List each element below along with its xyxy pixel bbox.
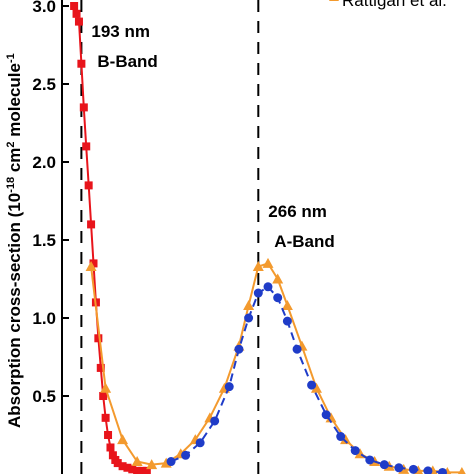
data-point-triangle: [457, 466, 466, 474]
data-point-square: [133, 466, 142, 474]
series-square: [70, 2, 151, 474]
data-point-square: [72, 9, 81, 18]
y-tick-label: 1.5: [32, 231, 56, 250]
annotation-band: B-Band: [97, 52, 157, 71]
data-point-triangle: [272, 273, 284, 284]
y-tick-label: 3.0: [32, 0, 56, 16]
series-triangle: [85, 257, 466, 474]
y-axis-label-exp: -18: [5, 177, 17, 193]
data-point-square: [94, 334, 103, 343]
data-point-square: [82, 142, 91, 151]
data-point-square: [74, 17, 83, 26]
data-point-circle: [394, 463, 404, 473]
data-point-square: [70, 2, 79, 10]
data-point-triangle: [340, 434, 352, 445]
data-point-square: [128, 465, 137, 474]
series-layer: [70, 2, 466, 474]
data-point-square: [142, 466, 151, 474]
data-point-triangle: [310, 382, 322, 393]
data-point-circle: [336, 432, 346, 442]
y-axis-label-exp2: 2: [5, 141, 17, 147]
data-point-triangle: [117, 434, 129, 445]
data-point-circle: [253, 288, 263, 298]
data-point-circle: [292, 344, 302, 354]
data-point-triangle: [262, 257, 274, 268]
data-point-square: [113, 459, 122, 468]
y-tick-label: 0.5: [32, 387, 56, 406]
data-point-circle: [210, 416, 220, 426]
data-point-triangle: [85, 261, 97, 272]
data-point-square: [123, 463, 132, 472]
data-point-triangle: [100, 382, 112, 393]
annotation-wavelength: 266 nm: [268, 202, 327, 221]
data-point-circle: [350, 446, 360, 456]
data-point-circle: [307, 380, 317, 390]
annotations: 193 nm B-Band 266 nm A-Band: [91, 22, 334, 251]
y-axis-label-exp3: -1: [5, 53, 17, 63]
data-point-circle: [408, 464, 418, 474]
data-point-circle: [437, 467, 447, 474]
y-tick-label: 1.0: [32, 309, 56, 328]
data-point-circle: [423, 466, 433, 474]
series-line-circle: [170, 285, 443, 474]
data-point-square: [106, 443, 115, 452]
data-point-circle: [234, 344, 244, 354]
series-circle: [166, 282, 447, 474]
data-point-circle: [282, 316, 292, 326]
y-tick-label: 2.0: [32, 153, 56, 172]
data-point-triangle: [243, 300, 255, 311]
data-point-square: [77, 59, 86, 68]
data-point-square: [137, 466, 146, 474]
axes: 0.5 1.0 1.5 2.0 2.5 3.0: [32, 0, 69, 474]
data-point-square: [101, 413, 110, 422]
legend-marker-triangle: [329, 0, 339, 1]
y-axis-label-main: Absorption cross-section (10: [5, 193, 24, 428]
data-point-square: [96, 363, 105, 372]
data-point-circle: [263, 282, 273, 292]
data-point-circle: [379, 460, 389, 470]
data-point-circle: [365, 455, 375, 465]
data-point-triangle: [325, 412, 337, 423]
data-point-square: [99, 392, 108, 400]
data-point-circle: [244, 313, 254, 323]
data-point-circle: [181, 450, 191, 460]
data-point-square: [79, 103, 88, 112]
y-axis-label-mid: cm: [5, 148, 24, 177]
data-point-square: [84, 181, 93, 190]
data-point-triangle: [146, 459, 158, 470]
data-point-square: [87, 220, 96, 229]
y-tick-label: 2.5: [32, 75, 56, 94]
data-point-square: [108, 451, 117, 460]
data-point-circle: [321, 410, 331, 420]
annotation-wavelength: 193 nm: [91, 22, 150, 41]
data-point-triangle: [131, 456, 143, 467]
annotation-band: A-Band: [274, 232, 334, 251]
data-point-circle: [166, 457, 176, 467]
data-point-triangle: [281, 300, 293, 311]
y-axis-label-end: molecule: [5, 63, 24, 141]
data-point-circle: [224, 382, 234, 392]
data-point-circle: [273, 293, 283, 303]
legend: Rattigan et al.: [329, 0, 447, 10]
y-axis-label: Absorption cross-section (10-18 cm2 mole…: [5, 53, 24, 428]
data-point-triangle: [252, 261, 264, 272]
data-point-circle: [195, 438, 205, 448]
data-point-square: [89, 259, 98, 268]
reference-lines: [80, 0, 260, 474]
data-point-square: [118, 462, 127, 471]
legend-label: Rattigan et al.: [342, 0, 447, 10]
data-point-square: [104, 431, 113, 439]
